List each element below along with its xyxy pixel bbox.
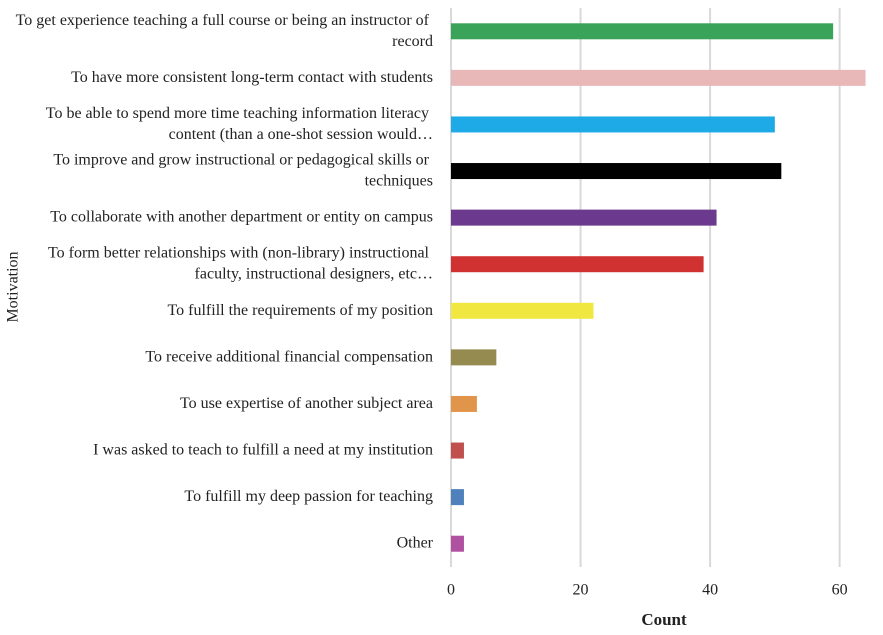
y-tick-label: To fulfill the requirements of my positi… [168, 301, 434, 318]
bar [451, 69, 866, 86]
bar [451, 163, 782, 180]
y-tick-label: I was asked to teach to fulfill a need a… [93, 441, 433, 458]
bar [451, 535, 464, 552]
x-tick-label: 20 [573, 582, 589, 599]
y-tick-label: To use expertise of another subject area [180, 395, 433, 412]
bar [451, 442, 464, 459]
y-tick-label: To form better relationships with (non-l… [48, 244, 433, 282]
bar [451, 302, 594, 319]
x-tick-label: 0 [447, 582, 455, 599]
x-tick-label: 60 [832, 582, 848, 599]
y-tick-label: To get experience teaching a full course… [16, 11, 433, 49]
bar [451, 489, 464, 506]
y-axis-title: Motivation [5, 251, 22, 322]
y-tick-label: To collaborate with another department o… [50, 208, 433, 225]
y-tick-label: To improve and grow instructional or ped… [53, 151, 433, 189]
y-tick-label: To be able to spend more time teaching i… [46, 105, 433, 143]
y-tick-label: To receive additional financial compensa… [145, 348, 433, 365]
bar [451, 116, 775, 133]
bar [451, 209, 717, 226]
y-tick-label: Other [397, 534, 434, 551]
bar [451, 256, 704, 273]
x-tick-label: 40 [702, 582, 718, 599]
y-tick-label: To have more consistent long-term contac… [71, 69, 433, 86]
bar [451, 395, 477, 412]
bar [451, 23, 834, 40]
y-tick-label: To fulfill my deep passion for teaching [184, 488, 433, 505]
bar [451, 349, 497, 366]
x-axis-title: Count [641, 610, 687, 629]
